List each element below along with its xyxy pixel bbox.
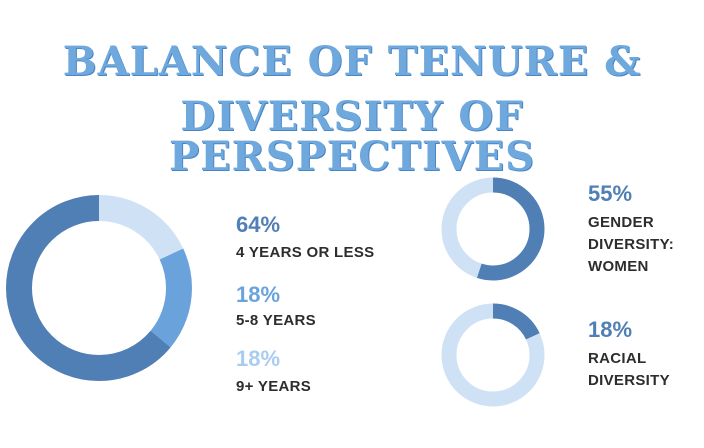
donut-segment-4-years-or-less [6, 195, 192, 381]
racial-diversity-donut-chart [441, 303, 545, 407]
tenure-pct-9-plus: 18% [236, 346, 281, 371]
gender-pct: 55% [588, 181, 633, 206]
tenure-pct-4-or-less: 64% [236, 212, 281, 237]
gender-label-line-3: WOMEN [588, 258, 649, 275]
racial-label-line-2: DIVERSITY [588, 372, 670, 389]
title-line-1: BALANCE OF TENURE & [62, 38, 642, 85]
racial-pct: 18% [588, 317, 633, 342]
tenure-label-5-8: 5-8 YEARS [236, 312, 316, 329]
tenure-label-4-or-less: 4 YEARS OR LESS [236, 244, 375, 261]
tenure-pct-5-8: 18% [236, 282, 281, 307]
gender-diversity-donut-chart [441, 177, 545, 281]
donut-segment-5-8-years [6, 195, 192, 381]
gender-label-line-2: DIVERSITY: [588, 236, 675, 253]
tenure-label-9-plus: 9+ YEARS [236, 378, 312, 395]
title-line-2: DIVERSITY OF PERSPECTIVES [169, 93, 535, 180]
donut-segment-racial-remainder [441, 303, 545, 407]
gender-label-line-1: GENDER [588, 214, 654, 231]
tenure-donut-chart [6, 195, 192, 381]
racial-label-line-1: RACIAL [588, 350, 647, 367]
donut-segment-gender-remainder [441, 177, 545, 281]
